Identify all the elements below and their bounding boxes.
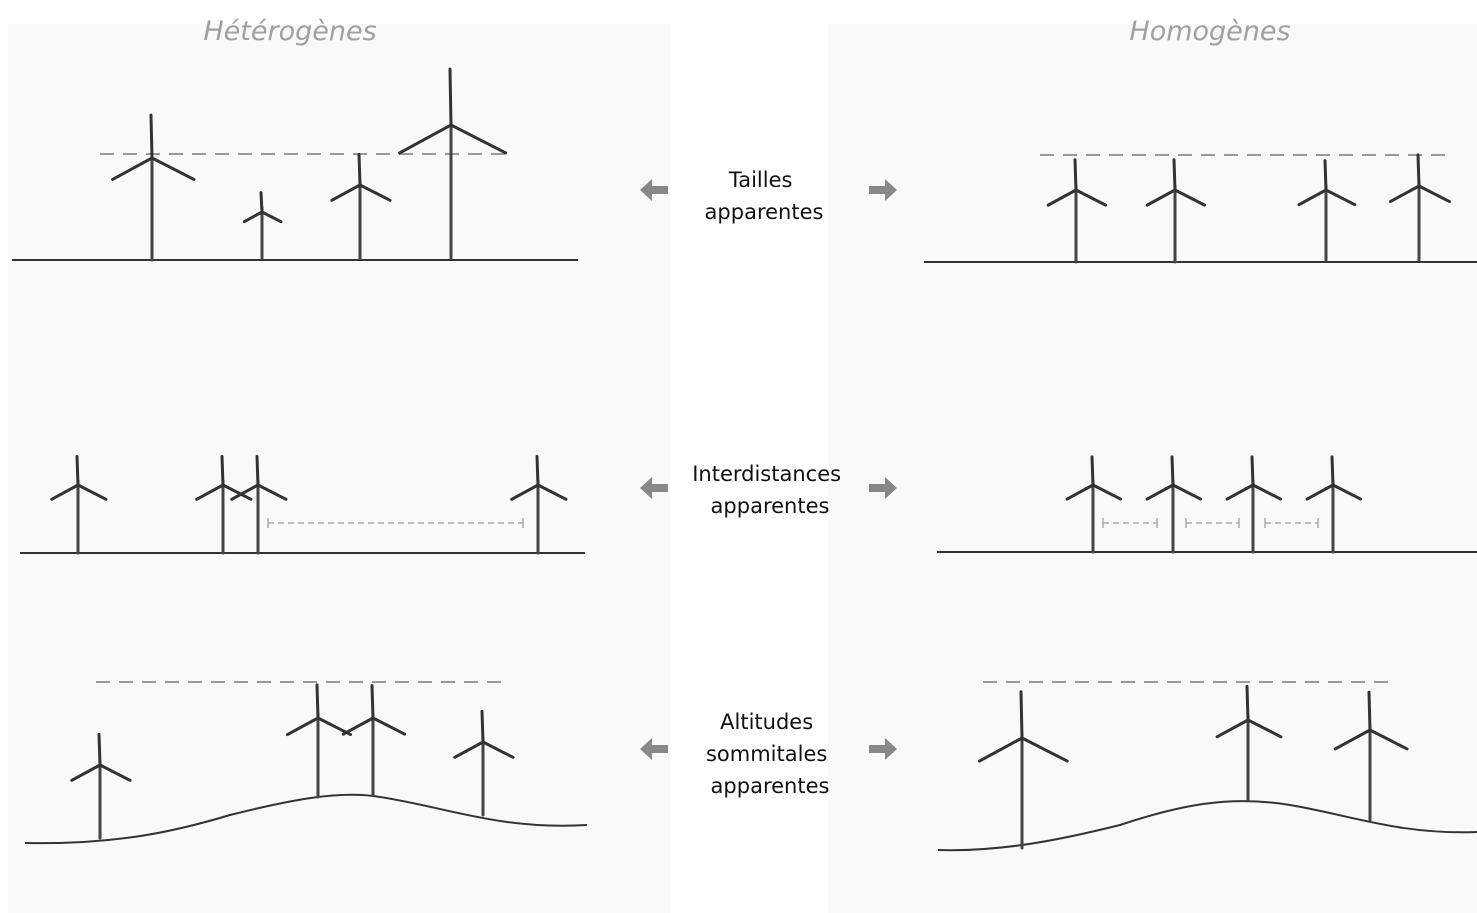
turbine-blade	[1418, 155, 1419, 186]
turbine-blade	[1332, 457, 1333, 485]
diagram: Hétérogènes Homogènes Tailles apparentes…	[0, 0, 1477, 913]
turbine-blade	[1092, 457, 1093, 485]
turbine-blade	[537, 456, 538, 485]
turbine-blade	[482, 711, 483, 742]
turbine-blade	[1252, 457, 1253, 485]
turbine-blade	[257, 456, 258, 485]
turbine-blade	[151, 115, 152, 158]
turbine-blade	[359, 154, 360, 185]
turbine-blade	[99, 734, 100, 765]
turbine-blade	[1075, 160, 1076, 190]
turbine-blade	[372, 686, 373, 718]
row-label: Altitudes sommitales apparentes	[706, 710, 834, 798]
turbine-blade	[1247, 686, 1248, 720]
turbine-blade	[1369, 692, 1370, 730]
right-title: Homogènes	[1129, 16, 1290, 47]
turbine-blade	[222, 456, 223, 485]
turbine-blade	[1174, 160, 1175, 190]
turbine-blade	[1172, 457, 1173, 485]
turbine-blade	[77, 456, 78, 485]
turbine-blade	[317, 685, 318, 718]
turbine-blade	[261, 193, 262, 212]
turbine-blade	[1021, 692, 1022, 738]
left-panel	[8, 24, 670, 913]
right-panel	[828, 24, 1477, 913]
turbine-blade	[450, 69, 451, 125]
left-title: Hétérogènes	[203, 16, 376, 47]
turbine-blade	[1325, 161, 1326, 190]
